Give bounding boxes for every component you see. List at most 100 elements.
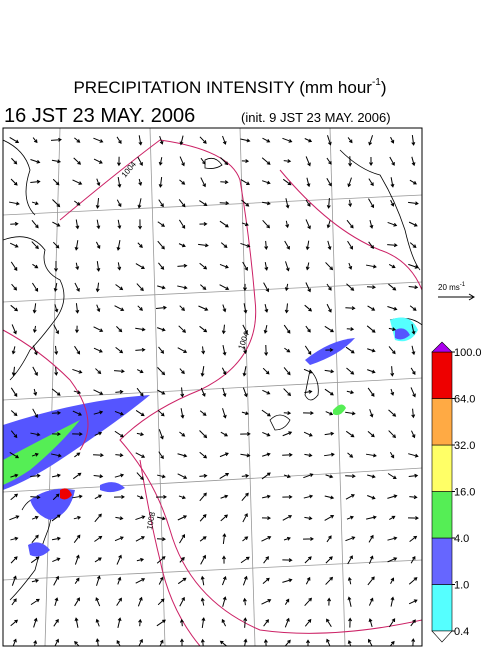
wind-arrow	[10, 473, 19, 478]
wind-arrow	[410, 367, 416, 375]
reference-sup: -1	[460, 282, 466, 288]
wind-arrow	[304, 556, 312, 564]
wind-arrow	[177, 263, 188, 268]
wind-arrow	[135, 263, 145, 269]
wind-arrow	[116, 156, 121, 167]
wind-arrow	[387, 494, 398, 499]
wind-arrow	[411, 324, 416, 335]
wind-arrow	[10, 556, 18, 564]
wind-arrow	[158, 576, 164, 585]
wind-arrow	[285, 198, 290, 209]
wind-arrow	[158, 346, 165, 354]
wind-arrow	[324, 325, 335, 333]
wind-arrow	[73, 515, 82, 520]
wind-arrow	[305, 156, 311, 167]
wind-arrow	[73, 390, 82, 395]
wind-arrow	[10, 536, 19, 541]
wind-arrow	[200, 597, 205, 606]
wind-arrow	[367, 430, 375, 438]
wind-arrow	[10, 430, 18, 439]
colorbar-segment	[431, 398, 453, 446]
wind-arrow	[95, 368, 102, 375]
wind-arrow	[117, 177, 122, 188]
wind-arrow	[74, 554, 80, 565]
wind-arrow	[114, 494, 125, 499]
wind-arrow	[11, 324, 17, 335]
wind-arrow	[264, 344, 269, 356]
wind-arrow	[324, 515, 335, 521]
wind-arrow	[136, 557, 145, 562]
wind-arrow	[135, 327, 146, 332]
wind-arrow	[54, 638, 59, 646]
wind-arrow	[219, 472, 230, 479]
wind-arrow	[220, 514, 228, 522]
wind-arrow	[282, 515, 293, 521]
wind-arrow	[243, 303, 248, 314]
wind-arrow	[243, 638, 248, 646]
wind-arrow	[75, 303, 80, 314]
wind-arrow	[93, 158, 103, 164]
wind-arrow	[51, 453, 62, 458]
wind-arrow	[409, 179, 417, 185]
wind-arrow	[33, 388, 38, 396]
wind-arrow	[241, 492, 249, 501]
wind-arrow	[324, 495, 335, 500]
wind-arrow	[116, 554, 122, 565]
wind-arrow	[263, 556, 269, 564]
wind-arrow	[304, 597, 313, 607]
wind-arrow	[388, 264, 396, 269]
wind-arrow	[96, 575, 101, 586]
wind-arrow	[284, 303, 289, 314]
wind-arrow	[304, 345, 312, 355]
wind-arrow	[52, 493, 60, 501]
wind-arrow	[178, 243, 186, 248]
wind-arrow	[285, 261, 290, 272]
colorbar-label: 32.0	[454, 440, 475, 452]
wind-arrow	[390, 596, 395, 607]
wind-arrow	[116, 136, 122, 144]
wind-arrow	[326, 303, 332, 313]
wind-arrow	[326, 535, 332, 543]
wind-arrow	[9, 242, 19, 248]
wind-arrow	[303, 494, 314, 499]
wind-arrow	[53, 575, 60, 586]
wind-arrow	[155, 305, 167, 310]
wind-arrow	[410, 619, 416, 627]
wind-arrow	[138, 638, 143, 646]
wind-arrow	[368, 135, 374, 146]
wind-arrow	[388, 327, 397, 332]
wind-arrow	[388, 283, 397, 291]
wind-arrow	[284, 617, 290, 628]
wind-arrow	[31, 534, 39, 543]
wind-arrow	[10, 493, 19, 501]
wind-arrow	[32, 366, 38, 376]
wind-arrow	[243, 617, 248, 628]
wind-arrow	[366, 285, 376, 290]
wind-arrow	[324, 388, 334, 396]
wind-arrow	[72, 179, 83, 185]
wind-arrow	[10, 619, 19, 627]
wind-arrow	[388, 618, 396, 628]
wind-arrow	[368, 198, 375, 209]
wind-arrow	[326, 618, 332, 627]
wind-arrow	[261, 516, 271, 521]
title-sup: -1	[372, 77, 381, 88]
wind-arrow	[285, 220, 290, 229]
wind-arrow	[32, 408, 38, 419]
wind-arrow	[220, 431, 229, 437]
wind-arrow	[262, 431, 271, 437]
wind-arrow	[32, 137, 38, 144]
wind-arrow	[74, 137, 81, 143]
wind-arrow	[72, 494, 83, 499]
wind-arrow	[348, 262, 353, 270]
wind-arrow	[200, 575, 205, 586]
wind-arrow	[179, 135, 184, 146]
wind-arrow	[390, 177, 395, 188]
wind-arrow	[367, 474, 376, 479]
wind-arrow	[9, 137, 20, 144]
wind-arrow	[114, 410, 124, 416]
wind-arrow	[74, 617, 79, 628]
wind-arrow	[138, 135, 143, 146]
wind-arrow	[158, 262, 165, 270]
colorbar-label: 1.0	[454, 580, 469, 592]
